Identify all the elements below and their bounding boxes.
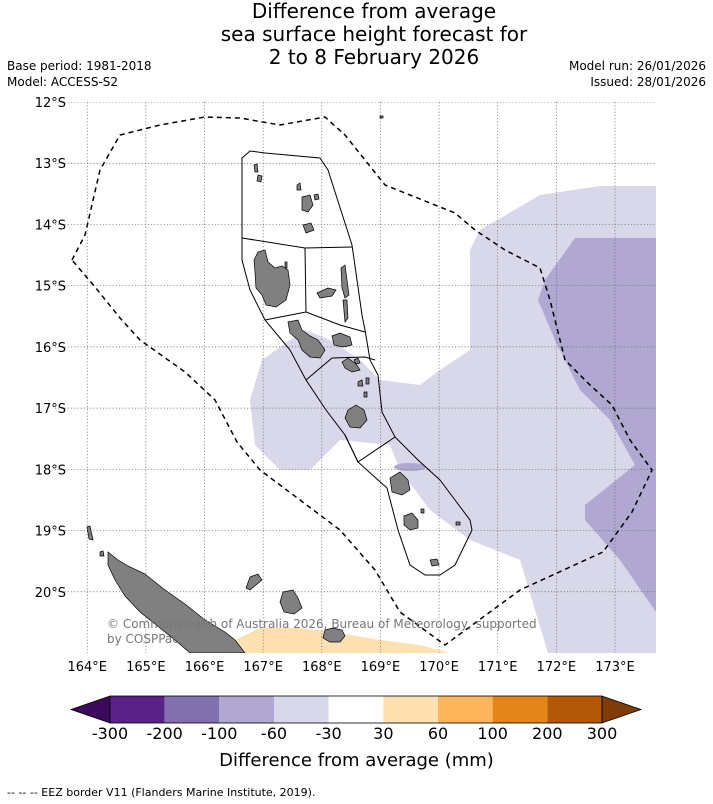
colorbar-tick-label: -100	[201, 724, 238, 743]
longitude-label: 172°E	[537, 660, 577, 675]
epi-island	[341, 357, 361, 373]
longitude-label: 170°E	[419, 660, 459, 675]
malekula-island	[287, 319, 326, 359]
latitude-label: 12°S	[35, 96, 66, 111]
province-boundaries	[241, 150, 473, 576]
latitude-label: 17°S	[35, 402, 66, 417]
eez-border	[71, 116, 653, 646]
efate-island	[344, 404, 368, 429]
gaua-island	[302, 222, 315, 234]
colorbar	[69, 695, 643, 724]
anomaly-region-positive	[235, 628, 450, 653]
ambrym-island	[331, 332, 353, 348]
colorbar-tick-label: -60	[260, 724, 288, 743]
longitude-label: 164°E	[67, 660, 107, 675]
espiritu-santo-island	[253, 249, 291, 308]
colorbar-tick-label: 200	[532, 724, 563, 743]
colorbar-segment	[383, 696, 438, 723]
colorbar-title: Difference from average (mm)	[219, 750, 494, 771]
longitude-label: 165°E	[126, 660, 166, 675]
copyright-line-2: by COSPPac	[107, 632, 179, 646]
latitude-label: 13°S	[35, 157, 66, 172]
longitude-label: 168°E	[302, 660, 342, 675]
pentecost-island	[340, 264, 350, 299]
longitude-label: 166°E	[185, 660, 225, 675]
latitude-label: 14°S	[35, 218, 66, 233]
anomaly-spot	[394, 463, 426, 471]
colorbar-segment	[492, 696, 548, 723]
model-run-date: Model run: 26/01/2026	[568, 59, 706, 73]
eez-legend-note: -- -- -- EEZ border V11 (Flanders Marine…	[7, 786, 316, 799]
colorbar-segment	[219, 696, 274, 723]
colorbar-extend-low	[69, 695, 111, 724]
map-plot: © Commonwealth of Australia 2026, Bureau…	[55, 102, 656, 653]
maewo-island	[342, 299, 349, 323]
title-line-3: 2 to 8 February 2026	[268, 45, 480, 69]
vanua-lava-island	[301, 194, 314, 213]
tanna-island	[403, 512, 419, 531]
latitude-label: 18°S	[35, 463, 66, 478]
colorbar-segment	[274, 696, 329, 723]
longitude-label: 171°E	[478, 660, 518, 675]
model-name: Model: ACCESS-S2	[7, 75, 119, 89]
colorbar-tick-label: 30	[373, 724, 394, 743]
latitude-label: 16°S	[35, 341, 66, 356]
loyalty-island-3	[322, 627, 346, 643]
colorbar-segment	[328, 696, 384, 723]
colorbar-tick-label: -30	[315, 724, 342, 743]
latitude-label: 19°S	[35, 525, 66, 540]
base-period: Base period: 1981-2018	[7, 59, 152, 73]
colorbar-tick-label: 100	[477, 724, 508, 743]
islands	[86, 115, 461, 653]
erromango-island	[389, 471, 411, 496]
figure-title: Difference from average sea surface heig…	[0, 0, 713, 69]
colorbar-tick-label: 300	[586, 724, 618, 743]
loyalty-island-2	[279, 589, 303, 615]
loyalty-island-1	[245, 573, 263, 591]
ambae-island	[316, 287, 337, 299]
latitude-label: 20°S	[35, 586, 66, 601]
title-line-1: Difference from average	[251, 0, 497, 23]
latitude-label: 15°S	[35, 280, 66, 295]
longitude-label: 169°E	[361, 660, 401, 675]
longitude-label: 173°E	[595, 660, 635, 675]
longitude-labels: 164°E 165°E 166°E 167°E 168°E 169°E 170°E 171°E…	[67, 660, 634, 675]
colorbar-border	[109, 695, 603, 724]
aneityum-island	[429, 558, 440, 567]
colorbar-tick-label: -200	[146, 724, 183, 743]
colorbar-tick-label: 60	[427, 724, 449, 743]
colorbar-extend-high	[601, 695, 643, 724]
base-period-info: Base period: 1981-2018 Model: ACCESS-S2	[7, 58, 152, 90]
latitude-labels: 12°S 13°S 14°S 15°S 16°S 17°S 18°S 19°S 20°S	[35, 96, 66, 601]
copyright-line-1: © Commonwealth of Australia 2026, Bureau…	[107, 617, 537, 631]
colorbar-segment	[164, 696, 220, 723]
colorbar-tick-label: -300	[91, 724, 129, 743]
colorbar-segment	[438, 696, 493, 723]
issued-date: Issued: 28/01/2026	[590, 75, 706, 89]
run-info: Model run: 26/01/2026 Issued: 28/01/2026	[569, 58, 706, 90]
title-line-2: sea surface height forecast for	[220, 22, 528, 46]
longitude-label: 167°E	[243, 660, 283, 675]
colorbar-segment	[547, 696, 602, 723]
colorbar-segment	[110, 696, 165, 723]
new-caledonia-island	[107, 551, 246, 653]
